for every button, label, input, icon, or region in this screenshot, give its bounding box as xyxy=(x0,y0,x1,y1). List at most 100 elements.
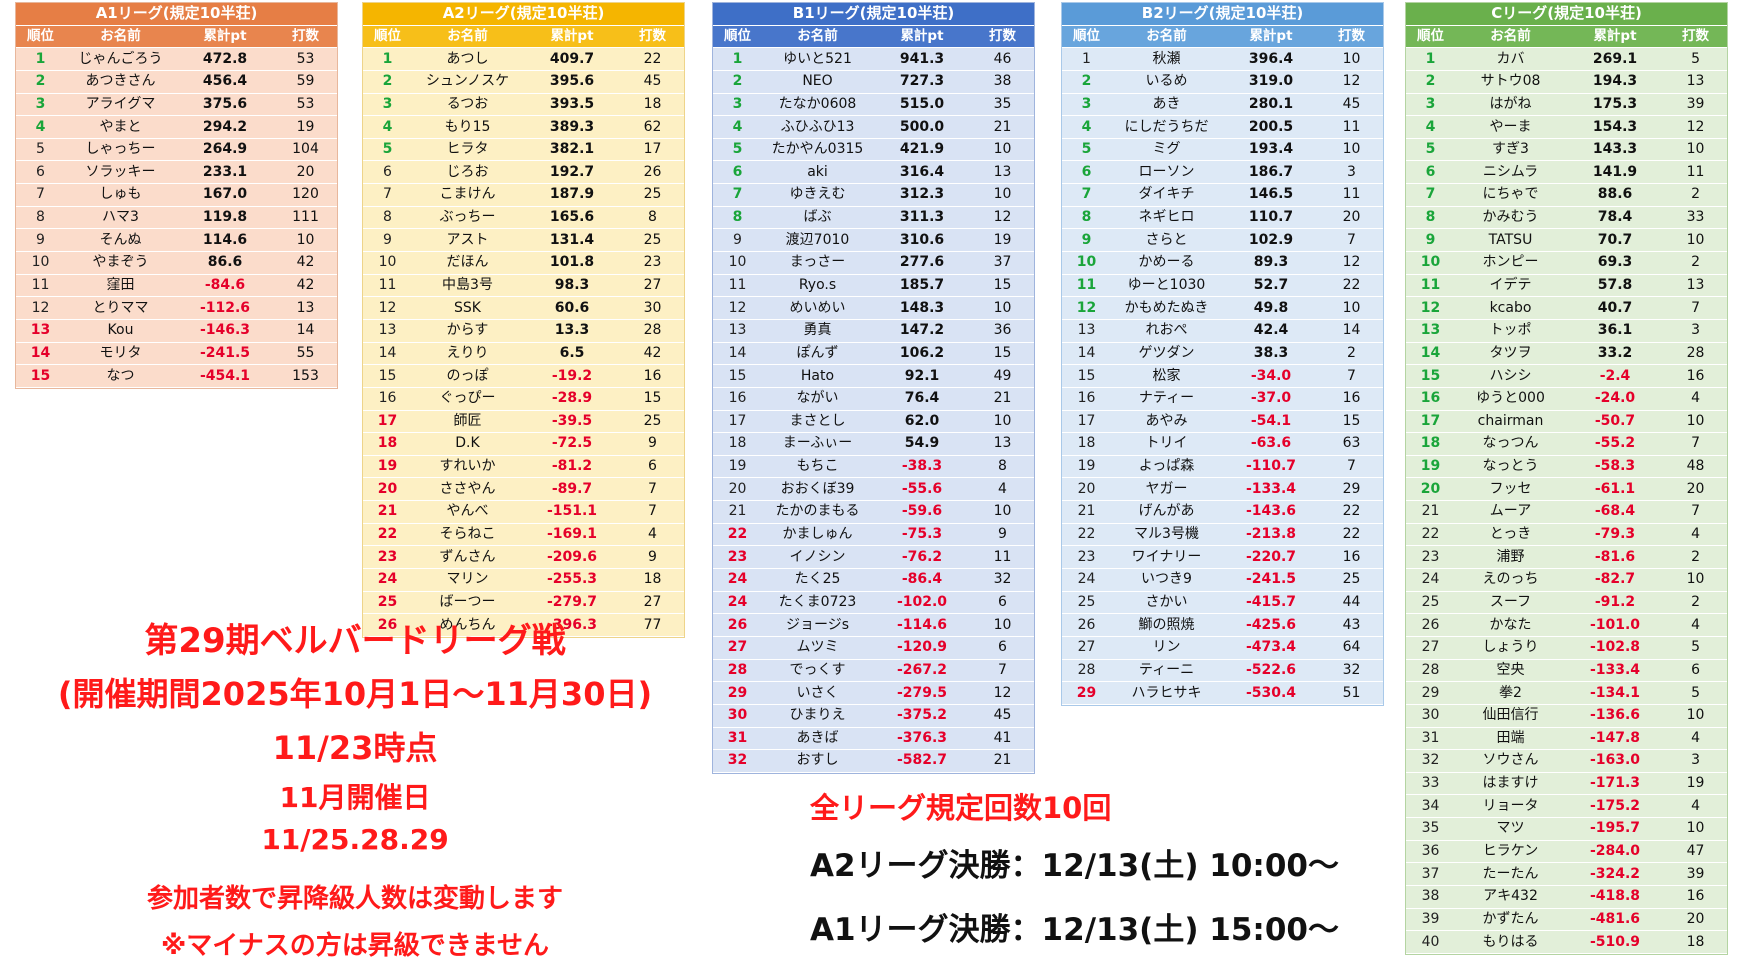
rank-cell: 15 xyxy=(1406,364,1455,388)
name-cell: よっぱ森 xyxy=(1111,455,1222,479)
name-cell: ゆうと000 xyxy=(1455,387,1566,411)
games-cell: 11 xyxy=(971,545,1035,570)
games-cell: 77 xyxy=(621,613,685,637)
name-cell: NEO xyxy=(762,70,873,94)
points-cell: 294.2 xyxy=(176,115,274,139)
rank-cell: 5 xyxy=(16,138,65,162)
games-cell: 21 xyxy=(971,749,1035,773)
rank-cell: 34 xyxy=(1406,794,1455,819)
name-cell: ながい xyxy=(762,387,873,411)
table-row: 15 のっぽ -19.2 16 xyxy=(363,364,685,388)
league-a1-table: A1リーグ(規定10半荘) 順位 お名前 累計pt 打数 1 じゃんごろう 472.… xyxy=(15,2,339,389)
points-cell: 54.9 xyxy=(873,432,971,456)
points-cell: 114.6 xyxy=(176,228,274,253)
name-cell: もり15 xyxy=(412,115,523,139)
points-cell: 421.9 xyxy=(873,138,971,162)
table-row: 1 秋瀬 396.4 10 xyxy=(1062,47,1384,71)
rank-cell: 24 xyxy=(1406,568,1455,592)
points-cell: 102.9 xyxy=(1222,228,1320,253)
table-row: 5 たかやん0315 421.9 10 xyxy=(713,138,1035,162)
games-cell: 19 xyxy=(1664,772,1728,796)
name-cell: なっとう xyxy=(1455,455,1566,479)
name-cell: アライグマ xyxy=(65,93,176,117)
table-row: 24 いつき9 -241.5 25 xyxy=(1062,568,1384,592)
games-cell: 25 xyxy=(621,183,685,207)
rank-cell: 11 xyxy=(1062,274,1111,298)
rank-cell: 25 xyxy=(1406,591,1455,615)
table-row: 28 空央 -133.4 6 xyxy=(1406,659,1728,683)
games-cell: 59 xyxy=(274,70,338,94)
table-row: 12 とりママ -112.6 13 xyxy=(16,296,338,320)
table-row: 39 かずたん -481.6 20 xyxy=(1406,908,1728,932)
rank-cell: 20 xyxy=(1062,477,1111,502)
table-row: 36 ヒラケン -284.0 47 xyxy=(1406,840,1728,864)
table-row: 26 かなた -101.0 4 xyxy=(1406,613,1728,637)
name-cell: あつきさん xyxy=(65,70,176,94)
table-row: 4 やまと 294.2 19 xyxy=(16,115,338,139)
rank-cell: 38 xyxy=(1406,885,1455,909)
table-row: 7 こまけん 187.9 25 xyxy=(363,183,685,207)
rank-cell: 9 xyxy=(1062,228,1111,253)
points-cell: 264.9 xyxy=(176,138,274,162)
name-cell: まさとし xyxy=(762,410,873,434)
name-cell: たなか0608 xyxy=(762,93,873,117)
points-cell: -213.8 xyxy=(1222,523,1320,547)
col-name-header: お名前 xyxy=(65,25,176,49)
table-row: 29 ハラヒサキ -530.4 51 xyxy=(1062,681,1384,705)
rank-cell: 3 xyxy=(1406,93,1455,117)
points-cell: -134.1 xyxy=(1566,681,1664,705)
name-cell: こまけん xyxy=(412,183,523,207)
games-cell: 2 xyxy=(1664,545,1728,570)
rank-cell: 11 xyxy=(16,274,65,298)
name-cell: ヒラケン xyxy=(1455,840,1566,864)
table-row: 7 にちゃで 88.6 2 xyxy=(1406,183,1728,207)
rank-cell: 9 xyxy=(363,228,412,253)
points-cell: 141.9 xyxy=(1566,160,1664,185)
table-row: 24 えのっち -82.7 10 xyxy=(1406,568,1728,592)
name-cell: そらねこ xyxy=(412,523,523,547)
event-days-label: 11月開催日 xyxy=(279,781,431,814)
name-cell: たかのまもる xyxy=(762,500,873,524)
games-cell: 64 xyxy=(1320,636,1384,660)
name-cell: たく25 xyxy=(762,568,873,592)
col-points-header: 累計pt xyxy=(176,25,274,49)
games-cell: 6 xyxy=(621,455,685,479)
games-cell: 8 xyxy=(971,455,1035,479)
table-row: 14 ぽんず 106.2 15 xyxy=(713,342,1035,366)
games-cell: 10 xyxy=(971,138,1035,162)
points-cell: 36.1 xyxy=(1566,319,1664,343)
name-cell: あきば xyxy=(762,727,873,751)
name-cell: リン xyxy=(1111,636,1222,660)
points-cell: -89.7 xyxy=(523,477,621,502)
name-cell: ゆいと521 xyxy=(762,47,873,71)
table-row: 28 ティーニ -522.6 32 xyxy=(1062,659,1384,683)
name-cell: すぎ3 xyxy=(1455,138,1566,162)
name-cell: すれいか xyxy=(412,455,523,479)
points-cell: 375.6 xyxy=(176,93,274,117)
games-cell: 13 xyxy=(1664,274,1728,298)
name-cell: いつき9 xyxy=(1111,568,1222,592)
name-cell: かましゅん xyxy=(762,523,873,547)
games-cell: 19 xyxy=(274,115,338,139)
league-c-title: Cリーグ(規定10半荘) xyxy=(1406,3,1728,26)
points-cell: 119.8 xyxy=(176,206,274,230)
table-row: 22 マル3号機 -213.8 22 xyxy=(1062,523,1384,547)
rank-cell: 14 xyxy=(16,342,65,366)
games-cell: 5 xyxy=(1664,636,1728,660)
name-cell: トッポ xyxy=(1455,319,1566,343)
name-cell: 秋瀬 xyxy=(1111,47,1222,71)
name-cell: タツヲ xyxy=(1455,342,1566,366)
games-cell: 10 xyxy=(1664,704,1728,728)
points-cell: 88.6 xyxy=(1566,183,1664,207)
rank-cell: 28 xyxy=(1062,659,1111,683)
table-row: 19 よっぱ森 -110.7 7 xyxy=(1062,455,1384,479)
rank-cell: 1 xyxy=(1062,47,1111,71)
games-cell: 28 xyxy=(1664,342,1728,366)
col-games-header: 打数 xyxy=(1320,25,1384,49)
rank-cell: 12 xyxy=(363,296,412,320)
name-cell: トリイ xyxy=(1111,432,1222,456)
rank-cell: 13 xyxy=(1406,319,1455,343)
name-cell: はがね xyxy=(1455,93,1566,117)
rank-cell: 21 xyxy=(1406,500,1455,524)
name-cell: ワイナリー xyxy=(1111,545,1222,570)
